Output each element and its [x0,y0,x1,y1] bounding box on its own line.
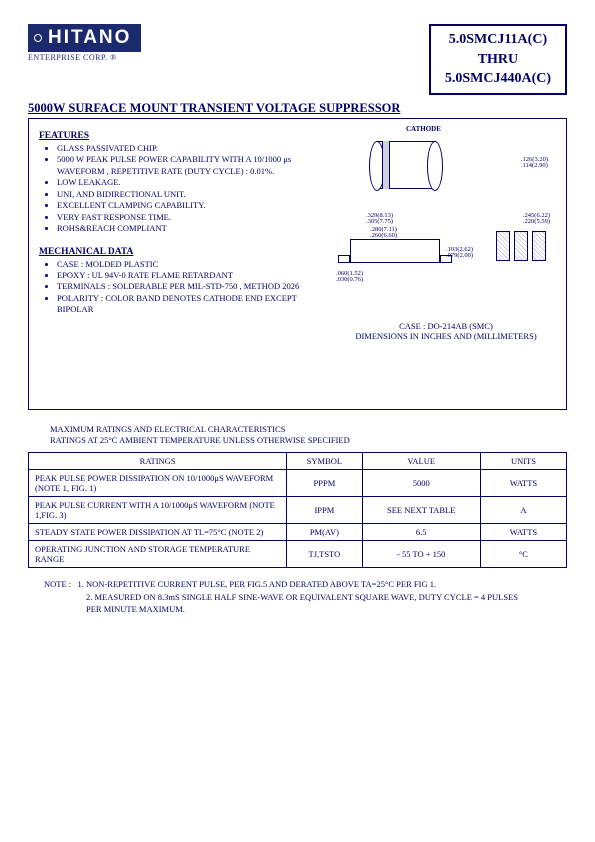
mechanical-list: CASE : MOLDED PLASTIC EPOXY : UL 94V-0 R… [57,259,319,316]
ratings-intro: MAXIMUM RATINGS AND ELECTRICAL CHARACTER… [50,424,567,446]
cell: OPERATING JUNCTION AND STORAGE TEMPERATU… [29,540,287,567]
table-row: OPERATING JUNCTION AND STORAGE TEMPERATU… [29,540,567,567]
pad-icon [532,231,546,261]
case-label: CASE : DO-214AB (SMC) DIMENSIONS IN INCH… [336,321,556,341]
note-2b: PER MINUTE MAXIMUM. [86,604,185,614]
mechanical-heading: MECHANICAL DATA [39,247,319,257]
dim-note: DIMENSIONS IN INCHES AND (MILLIMETERS) [355,331,536,341]
list-item: LOW LEAKAGE. [57,177,319,188]
table-row: PEAK PULSE POWER DISSIPATION ON 10/1000μ… [29,469,567,496]
cell: SEE NEXT TABLE [362,496,480,523]
list-item: 5000 W PEAK PULSE POWER CAPABILITY WITH … [57,154,319,177]
list-item: EPOXY : UL 94V-0 RATE FLAME RETARDANT [57,270,319,281]
table-row: STEADY STATE POWER DISSIPATION AT TL=75°… [29,523,567,540]
table-header-row: RATINGS SYMBOL VALUE UNITS [29,452,567,469]
case-text: CASE : DO-214AB (SMC) [399,321,493,331]
left-column: FEATURES GLASS PASSIVATED CHIP. 5000 W P… [39,131,319,316]
list-item: ROHS&REACH COMPLIANT [57,223,319,234]
cell: PEAK PULSE POWER DISSIPATION ON 10/1000μ… [29,469,287,496]
company-logo: HITANO [28,24,141,52]
part-from: 5.0SMCJ11A(C) [445,30,551,50]
cell: IPPM [287,496,362,523]
ratings-intro-l2: RATINGS AT 25°C AMBIENT TEMPERATURE UNLE… [50,435,567,446]
header-row: HITANO ENTERPRISE CORP. ® 5.0SMCJ11A(C) … [28,24,567,95]
ratings-intro-l1: MAXIMUM RATINGS AND ELECTRICAL CHARACTER… [50,424,567,435]
list-item: VERY FAST RESPONSE TIME. [57,212,319,223]
cell: 6.5 [362,523,480,540]
package-diagram: CATHODE .126(3.20) .114(2.90) .329(8.13)… [336,125,556,341]
features-heading: FEATURES [39,131,319,141]
list-item: GLASS PASSIVATED CHIP. [57,143,319,154]
list-item: POLARITY : COLOR BAND DENOTES CATHODE EN… [57,293,319,316]
list-item: UNI, AND BIDIRECTIONAL UNIT. [57,189,319,200]
cell: A [480,496,566,523]
cell: °C [480,540,566,567]
cell: - 55 TO + 150 [362,540,480,567]
dimension-text: .060(1.52) .030(0.76) [336,271,363,284]
list-item: TERMINALS : SOLDERABLE PER MIL-STD-750 ,… [57,281,319,292]
col-ratings: RATINGS [29,452,287,469]
pad-icon [514,231,528,261]
dimension-text: .126(3.20) .114(2.90) [521,157,548,170]
note-2: 2. MEASURED ON 8.3mS SINGLE HALF SINE-WA… [86,592,518,602]
cell: 5000 [362,469,480,496]
footprint-icon [496,223,546,267]
list-item: CASE : MOLDED PLASTIC [57,259,319,270]
col-units: UNITS [480,452,566,469]
notes-block: NOTE : 1. NON-REPETITIVE CURRENT PULSE, … [44,578,567,616]
lead-icon [338,255,350,263]
features-list: GLASS PASSIVATED CHIP. 5000 W PEAK PULSE… [57,143,319,235]
cell: TJ,TSTO [287,540,362,567]
cell: WATTS [480,469,566,496]
cell: PEAK PULSE CURRENT WITH A 10/1000μS WAVE… [29,496,287,523]
pad-icon [496,231,510,261]
smc-body-icon [350,239,440,263]
logo-block: HITANO ENTERPRISE CORP. ® [28,24,141,62]
table-row: PEAK PULSE CURRENT WITH A 10/1000μS WAVE… [29,496,567,523]
dimension-text: .329(8.13) .305(7.75) [366,213,393,226]
list-item: EXCELLENT CLAMPING CAPABILITY. [57,200,319,211]
dimension-text: .103(2.62) .079(2.00) [446,247,473,260]
diagram-top-view: CATHODE .126(3.20) .114(2.90) [336,125,556,205]
cathode-label: CATHODE [406,125,441,133]
note-prefix: NOTE : [44,579,71,589]
col-symbol: SYMBOL [287,452,362,469]
logo-text: HITANO [48,27,131,48]
dimension-text: .245(6.22) .220(5.59) [523,213,550,226]
page-title: 5000W SURFACE MOUNT TRANSIENT VOLTAGE SU… [28,101,567,116]
logo-subtitle: ENTERPRISE CORP. ® [28,53,141,62]
part-thru: THRU [445,50,551,70]
part-number-box: 5.0SMCJ11A(C) THRU 5.0SMCJ440A(C) [429,24,567,95]
diagram-side-view: .329(8.13) .305(7.75) .280(7.11) .260(6.… [336,213,556,303]
note-1: 1. NON-REPETITIVE CURRENT PULSE, PER FIG… [78,579,437,589]
ratings-table: RATINGS SYMBOL VALUE UNITS PEAK PULSE PO… [28,452,567,568]
main-box: FEATURES GLASS PASSIVATED CHIP. 5000 W P… [28,118,567,410]
cell: STEADY STATE POWER DISSIPATION AT TL=75°… [29,523,287,540]
cell: PPPM [287,469,362,496]
logo-bullet-icon [34,34,42,42]
cell: PM(AV) [287,523,362,540]
cell: WATTS [480,523,566,540]
part-to: 5.0SMCJ440A(C) [445,69,551,89]
cathode-band-icon [382,141,390,189]
col-value: VALUE [362,452,480,469]
